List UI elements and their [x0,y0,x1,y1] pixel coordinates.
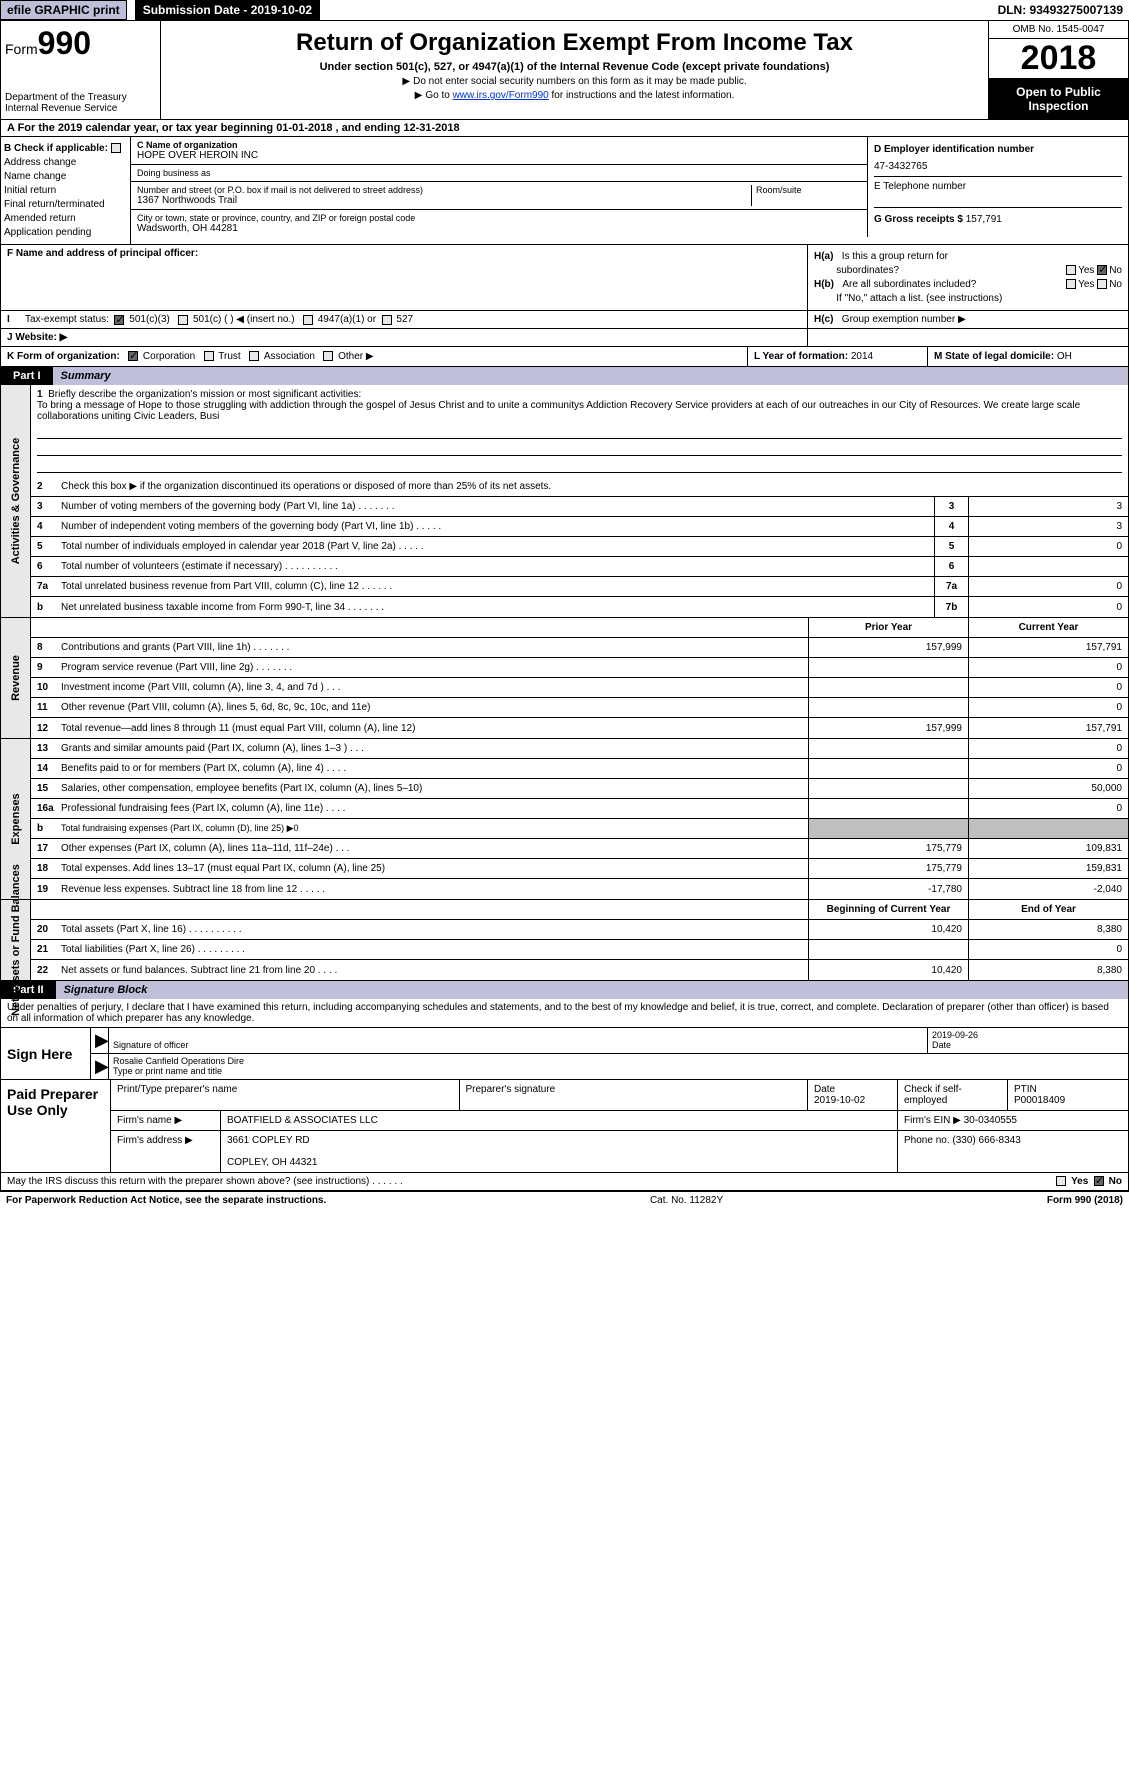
instructions-link[interactable]: www.irs.gov/Form990 [453,90,549,101]
dln: DLN: 93493275007139 [998,3,1129,17]
form-title-block: Return of Organization Exempt From Incom… [161,21,988,119]
part-2-header: Part II Signature Block [1,981,1128,999]
line-10: 10Investment income (Part VIII, column (… [31,678,1128,698]
section-f: F Name and address of principal officer: [1,245,808,310]
revenue-header: Prior YearCurrent Year [31,618,1128,638]
section-m: M State of legal domicile: OH [928,347,1128,366]
section-b: B Check if applicable: Address change Na… [1,137,131,244]
line-20: 20Total assets (Part X, line 16) . . . .… [31,920,1128,940]
efile-print-button[interactable]: efile GRAPHIC print [0,0,127,20]
line-7b: bNet unrelated business taxable income f… [31,597,1128,617]
net-assets-label: Net Assets or Fund Balances [1,900,31,980]
form-year-block: OMB No. 1545-0047 2018 Open to Public In… [988,21,1128,119]
line-12: 12Total revenue—add lines 8 through 11 (… [31,718,1128,738]
line-21: 21Total liabilities (Part X, line 26) . … [31,940,1128,960]
perjury-note: Under penalties of perjury, I declare th… [1,999,1128,1028]
section-c: C Name of organization HOPE OVER HEROIN … [131,137,868,244]
line-22: 22Net assets or fund balances. Subtract … [31,960,1128,980]
line-15: 15Salaries, other compensation, employee… [31,779,1128,799]
line-13: 13Grants and similar amounts paid (Part … [31,739,1128,759]
section-d: D Employer identification number 47-3432… [868,137,1128,244]
line-3: 3Number of voting members of the governi… [31,497,1128,517]
line-2: 2Check this box ▶ if the organization di… [31,477,1128,497]
section-h: H(a) Is this a group return for subordin… [808,245,1128,310]
line-16b: bTotal fundraising expenses (Part IX, co… [31,819,1128,839]
line-17: 17Other expenses (Part IX, column (A), l… [31,839,1128,859]
line-7a: 7aTotal unrelated business revenue from … [31,577,1128,597]
line-11: 11Other revenue (Part VIII, column (A), … [31,698,1128,718]
line-6: 6Total number of volunteers (estimate if… [31,557,1128,577]
mission-block: 1 Briefly describe the organization's mi… [31,385,1128,477]
line-4: 4Number of independent voting members of… [31,517,1128,537]
form-id-block: Form990 Department of the Treasury Inter… [1,21,161,119]
discuss-row: May the IRS discuss this return with the… [1,1173,1128,1191]
line-19: 19Revenue less expenses. Subtract line 1… [31,879,1128,899]
submission-date: Submission Date - 2019-10-02 [135,0,320,20]
sign-here-block: Sign Here ▶ Signature of officer 2019-09… [1,1028,1128,1080]
section-j: J Website: ▶ [1,329,808,346]
line-14: 14Benefits paid to or for members (Part … [31,759,1128,779]
section-hc: H(c) Group exemption number ▶ [808,311,1128,328]
section-i: I Tax-exempt status: 501(c)(3) 501(c) ( … [1,311,808,328]
footer: For Paperwork Reduction Act Notice, see … [0,1192,1129,1209]
section-k: K Form of organization: Corporation Trus… [1,347,748,366]
line-9: 9Program service revenue (Part VIII, lin… [31,658,1128,678]
line-5: 5Total number of individuals employed in… [31,537,1128,557]
section-l: L Year of formation: 2014 [748,347,928,366]
revenue-label: Revenue [1,618,31,738]
paid-preparer-block: Paid Preparer Use Only Print/Type prepar… [1,1080,1128,1173]
line-18: 18Total expenses. Add lines 13–17 (must … [31,859,1128,879]
line-16a: 16aProfessional fundraising fees (Part I… [31,799,1128,819]
net-header: Beginning of Current YearEnd of Year [31,900,1128,920]
part-1-header: Part I Summary [1,367,1128,385]
tax-year-line: A For the 2019 calendar year, or tax yea… [1,120,1128,137]
activities-label: Activities & Governance [1,385,31,617]
line-8: 8Contributions and grants (Part VIII, li… [31,638,1128,658]
